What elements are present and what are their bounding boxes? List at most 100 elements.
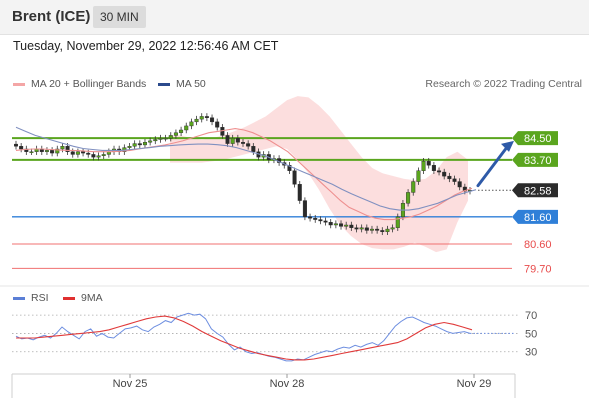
candle [426,157,431,169]
legend-ma20-bollinger: MA 20 + Bollinger Bands [13,78,146,90]
candle-body [339,223,344,227]
candle-body [215,121,220,128]
candle-body [184,125,189,131]
candle [447,172,452,183]
candle-body [163,137,168,140]
candle [240,138,245,147]
candle [344,221,349,230]
candle [313,214,318,223]
level-value: 82.58 [524,185,552,197]
candle-body [442,171,447,177]
candle [364,224,369,234]
candle-body [349,224,354,228]
candle-body [333,223,338,226]
candle [153,136,158,145]
candle [55,145,60,157]
candle [142,138,147,149]
candle [390,224,395,233]
candle [302,197,307,221]
candle [442,168,447,180]
candle-body [380,230,385,232]
chart-header: Brent (ICE) 30 MIN [0,0,589,35]
candle-body [421,161,426,171]
candle [50,147,55,157]
legend-swatch-rsi [13,296,25,300]
candle-body [416,170,421,182]
candle-body [385,228,390,232]
legend-swatch-ma20 [13,82,25,86]
legend-9ma: 9MA [63,292,103,304]
candle [230,134,235,147]
candle [431,162,436,174]
candle [75,148,80,158]
candle [369,225,374,234]
candle-body [375,228,380,231]
candle [277,155,282,166]
level-label-84.50: 84.50 [512,131,558,146]
candle-body [313,218,318,220]
research-credit: Research © 2022 Trading Central [425,78,582,90]
level-value: 80.60 [524,239,552,251]
legend-label-9ma: 9MA [81,292,103,304]
candle-body [127,146,132,148]
candle [101,151,106,160]
candle [323,217,328,226]
candle [406,189,411,207]
candle-body [452,178,457,182]
candle-body [158,137,163,140]
candle-body [44,150,49,152]
candle [60,143,65,153]
level-value: 79.70 [524,263,552,275]
level-tag [512,131,558,146]
legend-swatch-9ma [63,296,75,300]
candle [421,157,426,174]
candle-body [55,148,60,154]
legend-swatch-ma50 [158,82,170,86]
ma20-line [15,128,473,221]
candle-body [13,143,18,147]
candle [173,129,178,139]
candle [96,152,101,161]
candle-body [369,228,374,231]
legend-ma50: MA 50 [158,78,206,90]
level-label-81.60: 81.60 [512,209,558,224]
x-axis: Nov 25 Nov 28 Nov 29 [11,373,516,398]
level-label-83.70: 83.70 [512,152,558,167]
candle-body [292,170,297,185]
rsi-tick-70: 70 [525,310,537,322]
candle [354,224,359,233]
candle-body [411,181,416,193]
legend-label-ma20: MA 20 + Bollinger Bands [31,78,147,90]
candle-body [194,118,199,123]
legend-label-ma50: MA 50 [176,78,206,90]
price-pane [0,96,589,287]
candle-body [91,154,96,158]
ma50-line [15,126,477,211]
candle-body [235,137,240,143]
candle [385,225,390,236]
candle [416,167,421,185]
candle [44,147,49,155]
candle-body [168,135,173,139]
candle [225,132,230,147]
candle [137,140,142,149]
x-tick-label: Nov 25 [113,378,148,390]
rsi-9ma-line [16,315,473,361]
candle-body [65,146,70,152]
x-tick-label: Nov 28 [270,378,305,390]
candle [297,181,302,204]
candle-body [323,220,328,223]
forecast-arrow [476,144,510,188]
rsi-line [15,312,471,362]
level-value: 81.60 [524,212,552,224]
candle-body [132,143,137,147]
timeframe-badge[interactable]: 30 MIN [93,6,146,28]
candle [81,148,86,157]
rsi-tick-30: 30 [525,347,537,359]
candle-body [447,175,452,180]
level-tag [512,209,558,224]
candle-body [302,200,307,218]
candle [91,151,96,161]
candle [333,220,338,229]
